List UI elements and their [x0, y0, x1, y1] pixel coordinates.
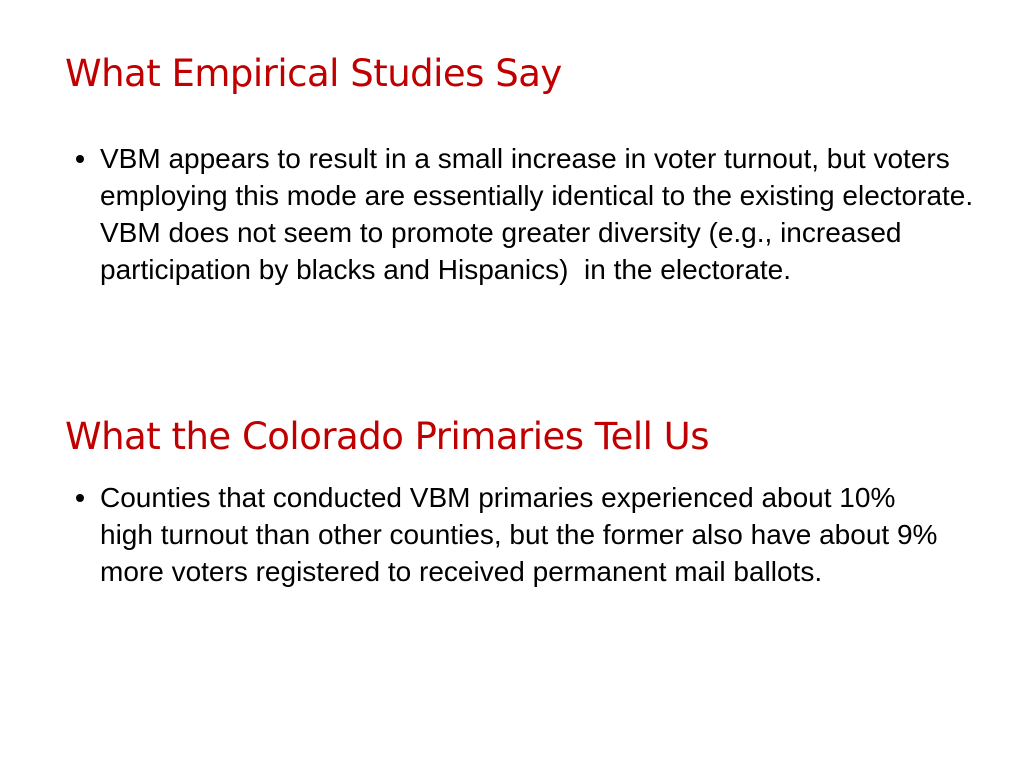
bullet-text: VBM appears to result in a small increas… [76, 140, 980, 288]
heading: What the Colorado Primaries Tell Us [65, 415, 710, 458]
heading: What Empirical Studies Say [65, 52, 562, 95]
bullet-text: Counties that conducted VBM primaries ex… [76, 479, 940, 590]
